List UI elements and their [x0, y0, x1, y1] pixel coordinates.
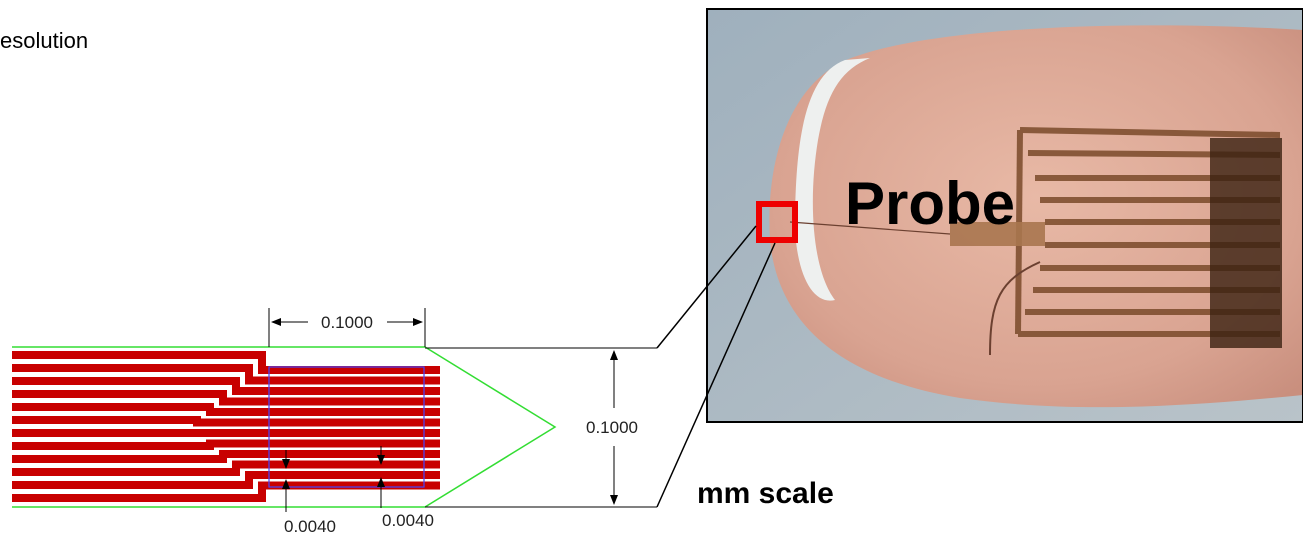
width-dim: 0.1000 [321, 313, 373, 332]
zoom-box [269, 367, 424, 487]
probe-label: Probe [845, 170, 1015, 237]
trace-width-dim: 0.0040 [284, 517, 336, 536]
photo: Probe [707, 9, 1303, 422]
heading: esolution [0, 28, 88, 53]
trace-gap-dim: 0.0040 [382, 511, 434, 530]
traces [12, 355, 440, 498]
probe-layout: 0.1000 0.1000 0.0040 0.0040 [12, 308, 657, 536]
slide: esolution 0.1000 0.1000 [0, 0, 1303, 538]
height-dim: 0.1000 [586, 418, 638, 437]
scale-caption: mm scale [697, 477, 834, 510]
